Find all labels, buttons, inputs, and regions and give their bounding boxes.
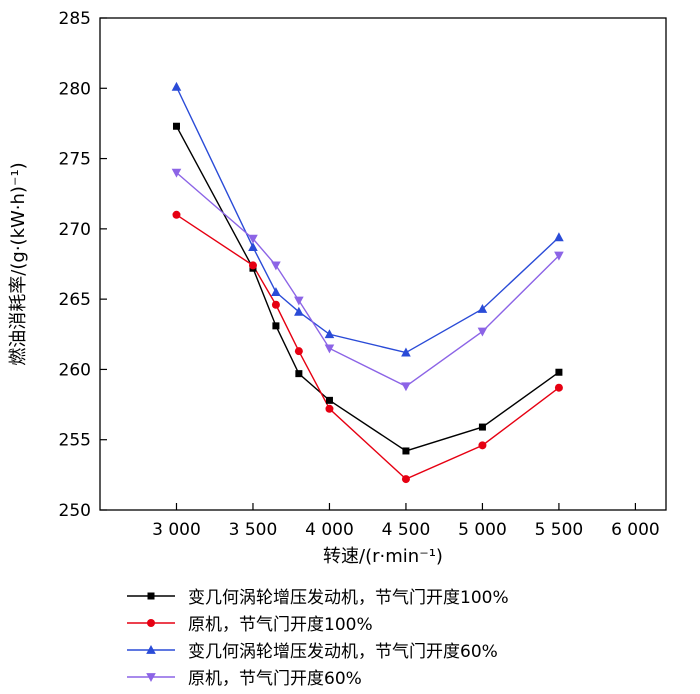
data-point-triangle-up — [324, 329, 335, 339]
data-point-circle — [401, 475, 410, 484]
series-line — [176, 214, 560, 480]
data-point-triangle-up — [171, 81, 182, 91]
line-chart-plot: 转速/(r·min⁻¹) 燃油消耗率/(g·(kW·h)⁻¹) 3 000 3 5… — [8, 9, 667, 567]
data-point-circle — [478, 441, 487, 450]
y-tick-label: 275 — [59, 150, 91, 170]
data-point-triangle-up — [248, 242, 258, 252]
series-line — [175, 125, 560, 452]
data-point-square — [325, 396, 333, 404]
legend-item: 变几何涡轮增压发动机，节气门开度100% — [124, 582, 700, 609]
data-point-triangle-up — [294, 306, 304, 316]
x-tick-label: 4 500 — [382, 520, 431, 540]
data-point-circle — [271, 300, 280, 309]
data-point-triangle-down — [401, 382, 411, 392]
plot-border — [99, 17, 667, 511]
x-tick-label: 3 500 — [229, 520, 278, 540]
x-tick-label: 5 500 — [535, 520, 584, 540]
data-point-triangle-up — [401, 347, 411, 357]
data-point-triangle-up — [477, 303, 488, 313]
legend: 变几何涡轮增压发动机，节气门开度100% 原机，节气门开度100% 变几何涡轮增压发… — [124, 582, 700, 690]
data-point-triangle-down — [294, 296, 304, 306]
y-tick-label: 280 — [59, 79, 91, 99]
legend-item: 原机，节气门开度100% — [124, 609, 700, 636]
legend-key-square-icon — [127, 592, 175, 599]
data-point-triangle-down — [271, 261, 281, 271]
data-point-square — [555, 368, 563, 376]
x-tick-label: 6 000 — [611, 520, 660, 540]
y-tick-label: 250 — [59, 501, 91, 521]
data-point-triangle-down — [324, 344, 335, 354]
legend-label: 变几何涡轮增压发动机，节气门开度100% — [188, 588, 509, 608]
legend-item: 变几何涡轮增压发动机，节气门开度60% — [124, 636, 700, 663]
data-point-circle — [248, 261, 257, 270]
data-point-triangle-down — [248, 234, 258, 244]
series-line — [176, 172, 560, 388]
data-point-triangle-down — [554, 251, 564, 261]
data-point-triangle-down — [146, 672, 156, 682]
legend-label: 原机，节气门开度60% — [188, 669, 362, 689]
x-tick-label: 3 000 — [152, 520, 201, 540]
data-point-square — [295, 370, 303, 378]
data-point-circle — [325, 404, 334, 413]
y-axis-title: 燃油消耗率/(g·(kW·h)⁻¹) — [8, 162, 29, 365]
data-point-circle — [147, 618, 155, 627]
data-point-square — [272, 322, 280, 330]
data-point-square — [147, 592, 155, 599]
data-point-square — [478, 423, 486, 431]
legend-item: 原机，节气门开度60% — [124, 663, 700, 690]
data-point-triangle-down — [171, 168, 182, 178]
x-tick-label: 5 000 — [458, 520, 507, 540]
data-point-square — [402, 447, 410, 455]
data-point-circle — [172, 210, 181, 219]
data-point-triangle-up — [271, 287, 281, 297]
data-point-triangle-up — [146, 644, 156, 654]
y-tick-label: 265 — [59, 290, 91, 310]
data-point-circle — [554, 383, 563, 392]
data-point-triangle-up — [554, 232, 564, 242]
legend-key-triangle-down-icon — [127, 672, 175, 682]
x-axis-title: 转速/(r·min⁻¹) — [323, 546, 443, 567]
y-tick-label: 270 — [59, 220, 91, 240]
legend-label: 变几何涡轮增压发动机，节气门开度60% — [188, 642, 498, 662]
data-point-triangle-down — [477, 327, 488, 337]
legend-key-triangle-up-icon — [127, 644, 175, 654]
y-tick-label: 255 — [59, 431, 91, 451]
x-tick-label: 4 000 — [305, 520, 354, 540]
y-tick-label: 260 — [59, 360, 91, 380]
data-point-square — [172, 122, 180, 130]
legend-label: 原机，节气门开度100% — [188, 615, 373, 635]
legend-key-circle-icon — [127, 618, 175, 627]
data-point-circle — [294, 347, 303, 356]
y-tick-label: 285 — [59, 9, 91, 29]
series-line — [175, 86, 560, 354]
